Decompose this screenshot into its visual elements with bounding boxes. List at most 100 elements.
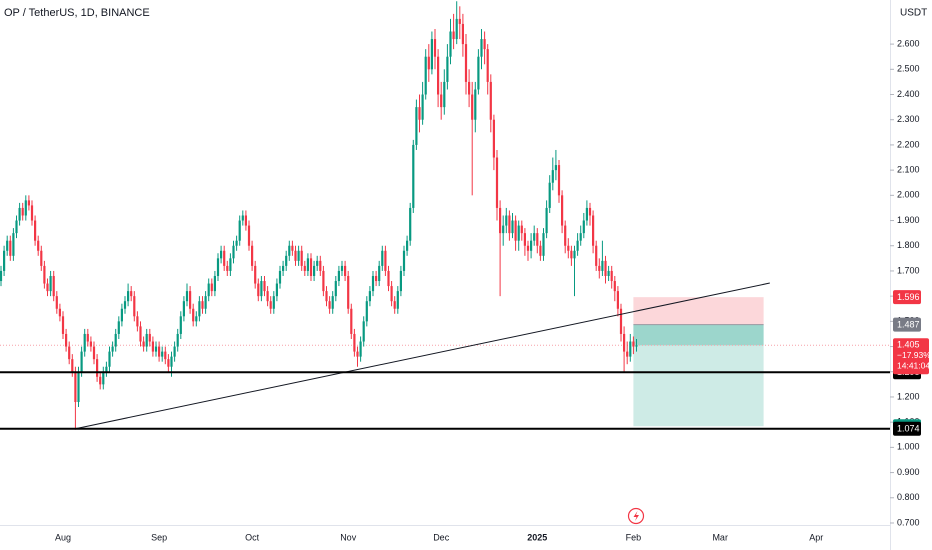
- candle-body: [520, 225, 523, 234]
- x-tick-label: Apr: [809, 532, 823, 542]
- last-price-label: 1.405: [897, 340, 920, 350]
- candle-body: [176, 333, 179, 347]
- candle-body: [74, 371, 77, 403]
- last-price-countdown: 14:41:04: [897, 361, 930, 371]
- candle-body: [207, 283, 210, 297]
- candle-body: [449, 31, 452, 57]
- y-tick-label: 0.900: [897, 467, 920, 477]
- candle-body: [195, 316, 198, 322]
- candle-body: [424, 56, 427, 95]
- candle-body: [18, 207, 21, 221]
- candle-body: [24, 200, 27, 216]
- candle-body: [471, 94, 474, 120]
- event-icon: [627, 507, 645, 525]
- stop-zone: [633, 297, 764, 325]
- candle-body: [192, 308, 195, 322]
- candle-body: [185, 291, 189, 302]
- y-tick-label: 2.600: [897, 38, 920, 48]
- candle-body: [598, 265, 601, 271]
- candle-body: [275, 283, 278, 297]
- candle-body: [241, 215, 244, 221]
- y-tick-label: 1.200: [897, 391, 920, 401]
- candle-body: [114, 333, 117, 347]
- candle-body: [623, 333, 626, 352]
- candle-body: [530, 240, 533, 251]
- candle-body: [313, 265, 316, 276]
- candle-body: [213, 275, 216, 292]
- candle-body: [464, 44, 468, 82]
- x-tick-label: Nov: [340, 532, 357, 542]
- candle-body: [480, 39, 483, 57]
- candle-body: [117, 321, 120, 334]
- candle-body: [288, 245, 291, 256]
- lightning: [633, 511, 639, 521]
- candle-body: [375, 275, 378, 282]
- candle-body: [616, 291, 619, 309]
- candle-body: [613, 281, 616, 292]
- candle-body: [49, 275, 52, 292]
- candle-body: [291, 245, 294, 251]
- candle-body: [610, 270, 613, 282]
- candle-body: [340, 265, 344, 271]
- candle-body: [12, 233, 15, 256]
- candle-body: [238, 220, 241, 241]
- candle-body: [263, 281, 266, 292]
- candle-body: [365, 301, 368, 322]
- last-price-change: −17.93%: [897, 350, 931, 360]
- candle-body: [328, 301, 331, 309]
- candle-body: [347, 275, 350, 309]
- chart-title: OP / TetherUS, 1D, BINANCE: [4, 7, 150, 19]
- y-tick-label: 2.100: [897, 165, 920, 175]
- candle-body: [297, 250, 300, 261]
- y-tick-label: 1.900: [897, 215, 920, 225]
- y-tick-label: 0.800: [897, 492, 920, 502]
- candle-body: [161, 351, 164, 357]
- candle-body: [3, 250, 6, 271]
- y-tick-label: 0.700: [897, 517, 920, 527]
- stop-label: 1.596: [897, 292, 920, 302]
- x-tick-label: Dec: [433, 532, 450, 542]
- candle-body: [216, 258, 220, 276]
- candle-body: [282, 265, 285, 271]
- candle-body: [415, 107, 418, 145]
- candle-body: [334, 281, 337, 297]
- candle-body: [368, 291, 371, 302]
- candle-body: [452, 31, 455, 40]
- candle-body: [381, 250, 384, 266]
- candle-body: [539, 245, 542, 256]
- candle-body: [123, 301, 127, 309]
- candle-body: [607, 270, 610, 276]
- candle-body: [111, 346, 114, 352]
- candle-body: [0, 270, 3, 282]
- profit-zone: [633, 324, 764, 346]
- candle-body: [344, 265, 347, 276]
- candle-body: [393, 301, 396, 309]
- candle-body: [588, 207, 592, 216]
- candle-body: [309, 258, 313, 276]
- candle-body: [387, 270, 390, 287]
- candle-body: [145, 333, 148, 347]
- candle-body: [548, 182, 551, 208]
- x-tick-label: Sep: [151, 532, 167, 542]
- candle-body: [167, 359, 170, 367]
- candle-body: [220, 250, 223, 259]
- trendline: [75, 282, 770, 430]
- candle-body: [619, 308, 623, 334]
- candle-body: [477, 56, 480, 90]
- candle-body: [102, 371, 105, 385]
- candle-body: [557, 165, 561, 196]
- candle-body: [483, 39, 486, 50]
- candle-body: [223, 250, 226, 266]
- candle-body: [421, 94, 424, 120]
- candle-body: [108, 351, 111, 367]
- candle-body: [272, 296, 275, 309]
- candle-body: [306, 258, 309, 271]
- candle-body: [632, 341, 635, 347]
- candle-body: [269, 301, 272, 309]
- candle-body: [164, 351, 167, 360]
- candle-body: [433, 39, 437, 57]
- candle-body: [551, 170, 554, 183]
- candle-body: [564, 225, 567, 246]
